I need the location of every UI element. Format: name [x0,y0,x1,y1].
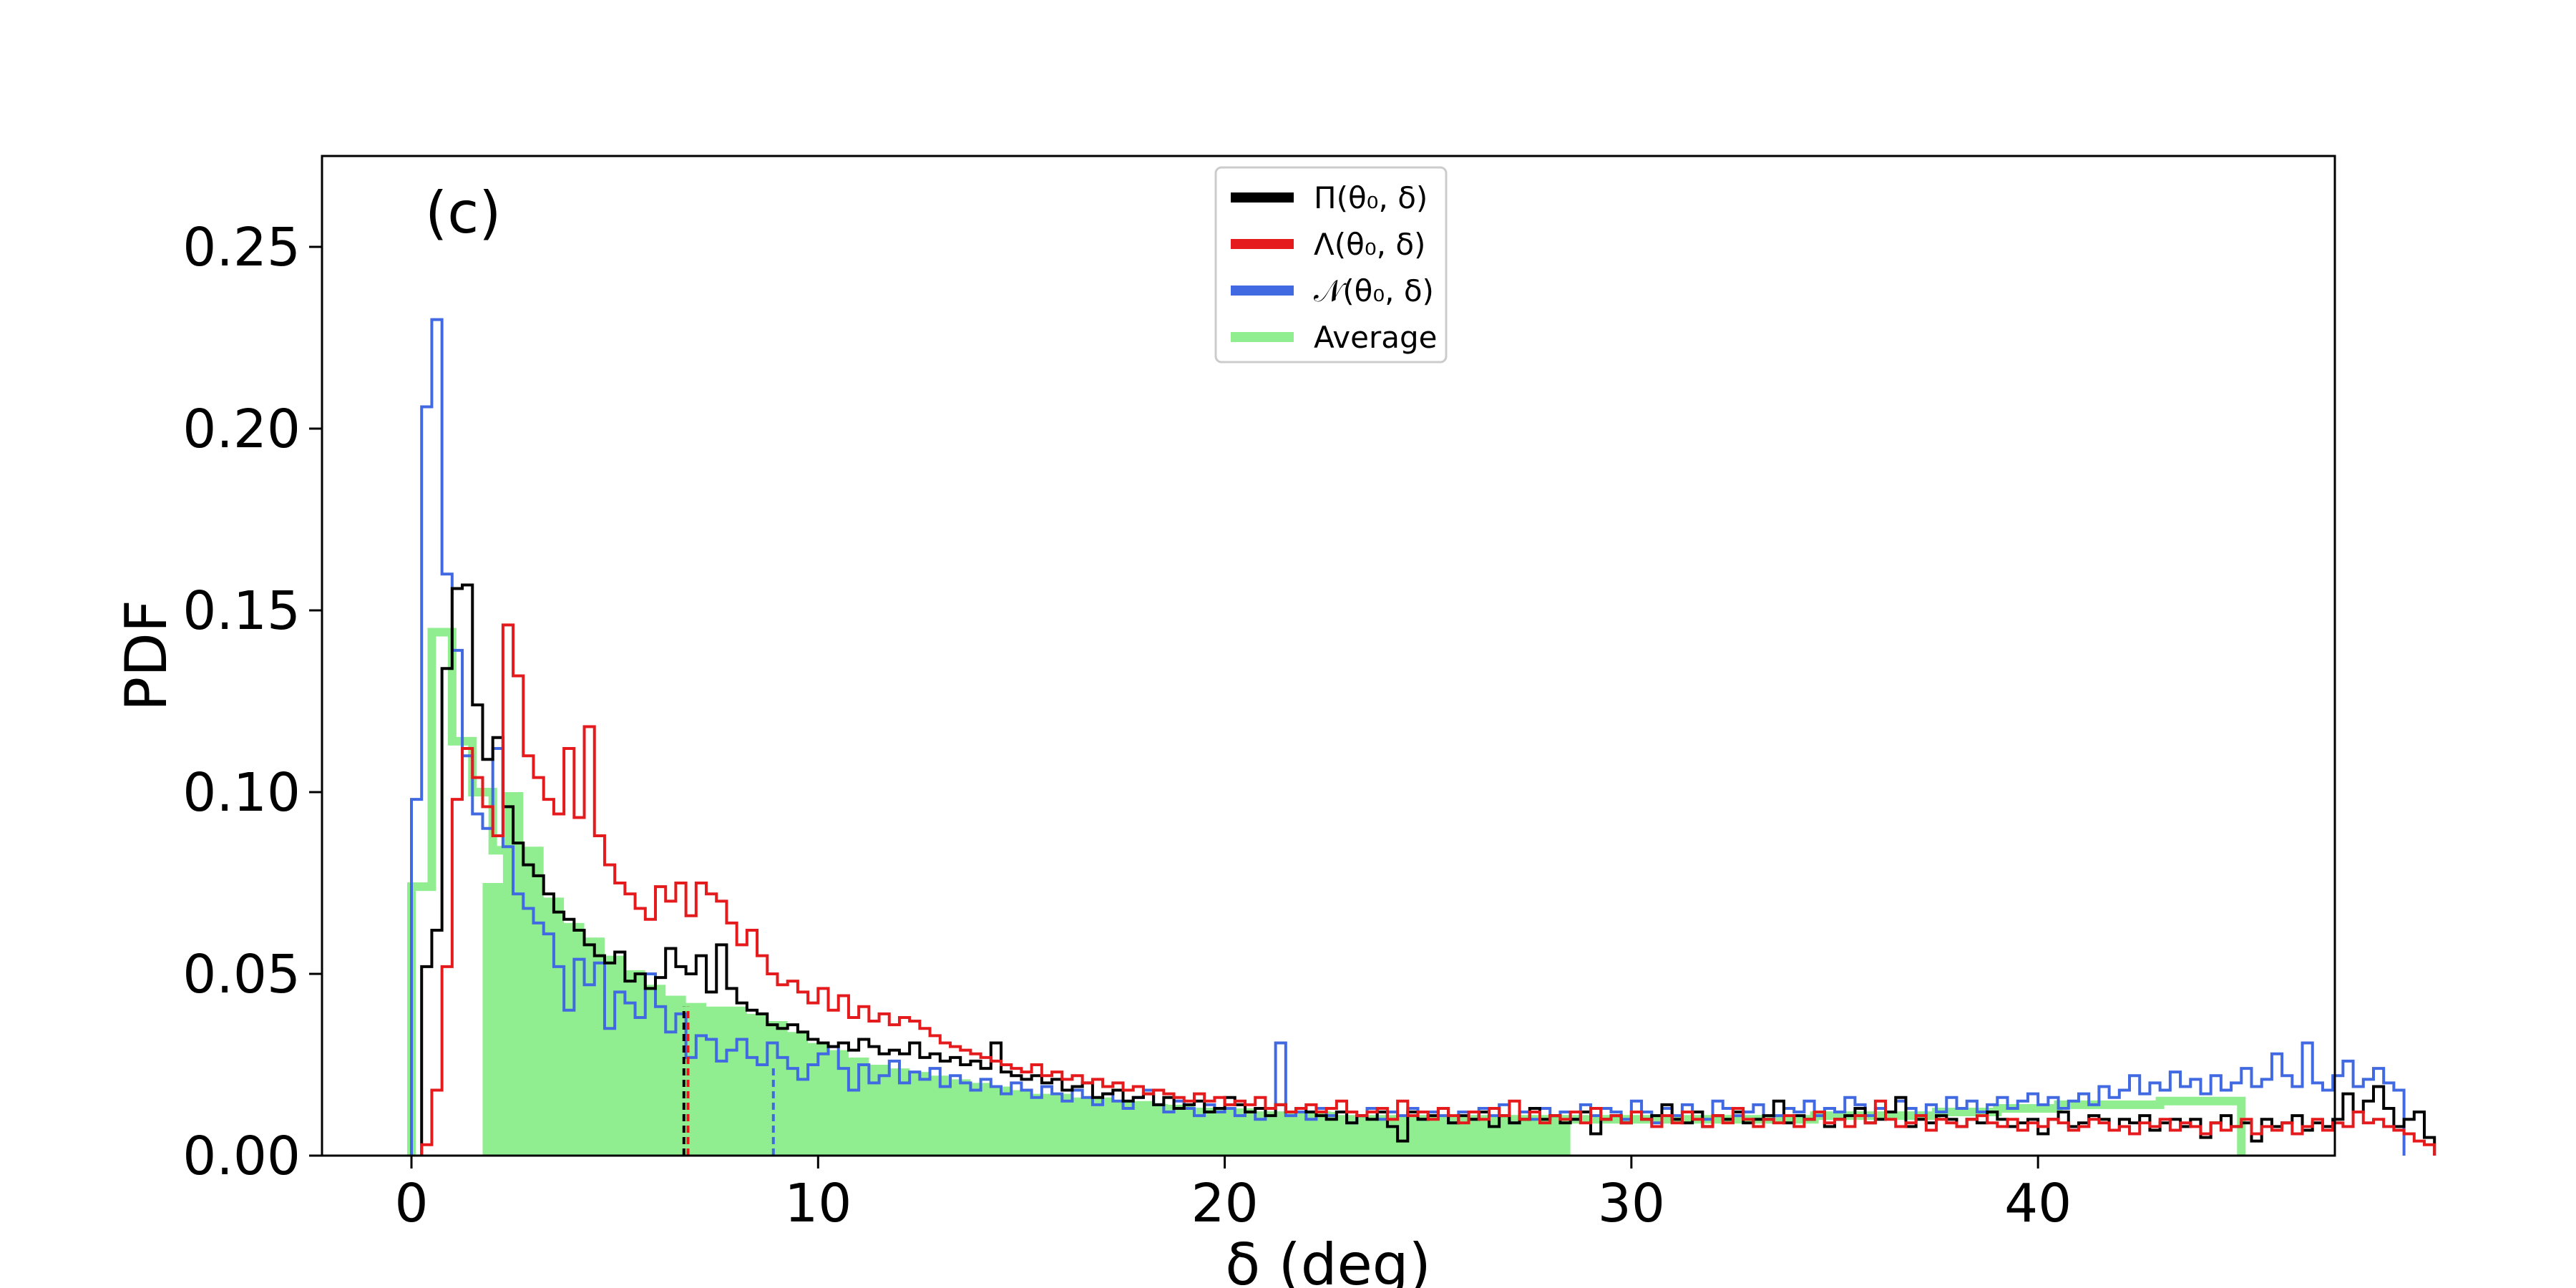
x-tick-label: 40 [2004,1173,2072,1234]
legend-label-avg: Average [1314,320,1437,355]
legend-label-n: 𝒩(θ₀, δ) [1314,273,1434,308]
y-tick-label: 0.15 [182,580,301,642]
legend-box [1214,166,1448,364]
x-tick-label: 30 [1598,1173,1665,1234]
panel-label: (c) [425,180,501,246]
y-tick-label: 0.20 [182,399,301,460]
y-axis-label: PDF [113,600,180,711]
y-tick-label: 0.05 [182,944,301,1005]
filled-area [482,792,1571,1156]
axis-ticks: 0 10 20 30 40 0.00 0.05 0.10 0.15 0.20 0.25 [182,217,2072,1234]
series-avg-step [407,628,2246,1156]
axes-frame [321,155,2336,1157]
x-tick-label: 20 [1191,1173,1259,1234]
x-axis-label: δ (deg) [1225,1231,1431,1288]
y-tick-label: 0.10 [182,762,301,824]
x-tick-label: 0 [394,1173,428,1234]
plot-area [407,318,2436,1156]
y-tick-label: 0.00 [182,1126,301,1187]
x-tick-label: 10 [784,1173,852,1234]
series-lambda-step [420,623,2436,1156]
legend-label-lambda: Λ(θ₀, δ) [1314,227,1425,262]
y-tick-label: 0.25 [182,217,301,278]
legend-label-pi: Π(θ₀, δ) [1314,180,1428,215]
legend: Π(θ₀, δ) Λ(θ₀, δ) 𝒩(θ₀, δ) Average [1214,166,1448,364]
